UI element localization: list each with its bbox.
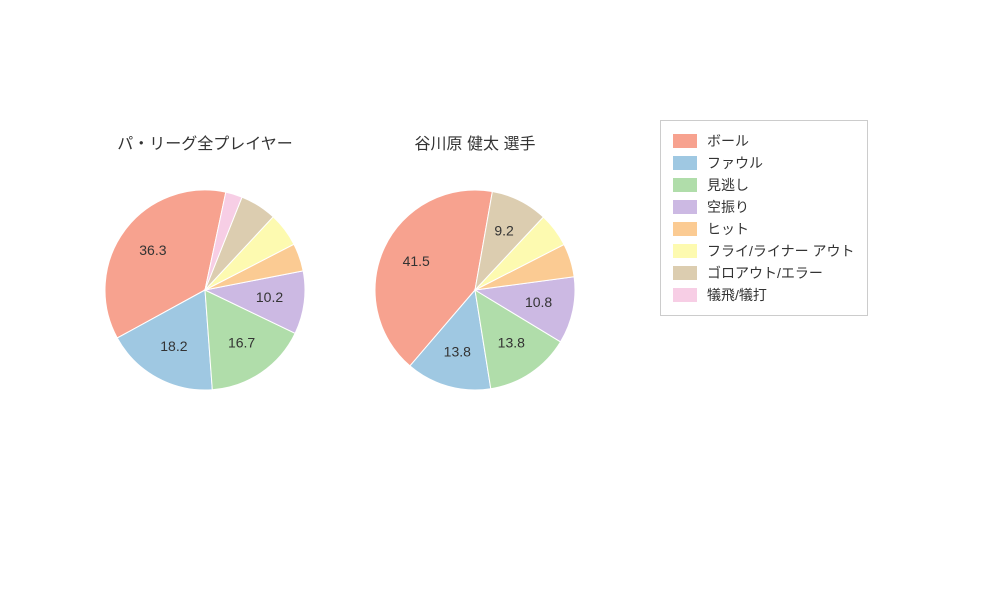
chart-container: パ・リーグ全プレイヤー 谷川原 健太 選手 36.318.216.710.2 4… <box>0 0 1000 600</box>
legend-swatch-groundout <box>673 266 697 280</box>
pie-label-ball: 36.3 <box>139 242 166 258</box>
legend-swatch-miss <box>673 178 697 192</box>
legend: ボールファウル見逃し空振りヒットフライ/ライナー アウトゴロアウト/エラー犠飛/… <box>660 120 868 316</box>
legend-swatch-foul <box>673 156 697 170</box>
legend-label-ball: ボール <box>707 131 749 151</box>
pie-label-foul: 18.2 <box>160 338 187 354</box>
pie-label-miss: 16.7 <box>228 334 255 350</box>
pie-label-swing: 10.2 <box>256 289 283 305</box>
legend-label-hit: ヒット <box>707 219 749 239</box>
pie-label-ball: 41.5 <box>403 253 430 269</box>
pie-label-swing: 10.8 <box>525 294 552 310</box>
legend-item-flyout: フライ/ライナー アウト <box>673 241 855 261</box>
pie-chart-league: 36.3 18.2 16.7 10.2 <box>65 150 345 430</box>
legend-swatch-sac <box>673 288 697 302</box>
legend-item-swing: 空振り <box>673 197 855 217</box>
legend-item-ball: ボール <box>673 131 855 151</box>
legend-swatch-flyout <box>673 244 697 258</box>
legend-label-groundout: ゴロアウト/エラー <box>707 263 823 283</box>
legend-item-hit: ヒット <box>673 219 855 239</box>
legend-label-swing: 空振り <box>707 197 749 217</box>
legend-label-sac: 犠飛/犠打 <box>707 285 767 305</box>
pie-chart-player: 41.5 13.8 13.8 10.8 9.2 <box>335 150 615 430</box>
pie-label-miss: 13.8 <box>498 335 525 351</box>
legend-swatch-swing <box>673 200 697 214</box>
pie-label-foul: 13.8 <box>444 343 471 359</box>
legend-label-flyout: フライ/ライナー アウト <box>707 241 855 261</box>
legend-item-miss: 見逃し <box>673 175 855 195</box>
legend-item-groundout: ゴロアウト/エラー <box>673 263 855 283</box>
legend-item-sac: 犠飛/犠打 <box>673 285 855 305</box>
pie-label-groundout: 9.2 <box>494 223 514 239</box>
legend-swatch-ball <box>673 134 697 148</box>
legend-item-foul: ファウル <box>673 153 855 173</box>
legend-label-foul: ファウル <box>707 153 763 173</box>
legend-label-miss: 見逃し <box>707 175 749 195</box>
legend-swatch-hit <box>673 222 697 236</box>
